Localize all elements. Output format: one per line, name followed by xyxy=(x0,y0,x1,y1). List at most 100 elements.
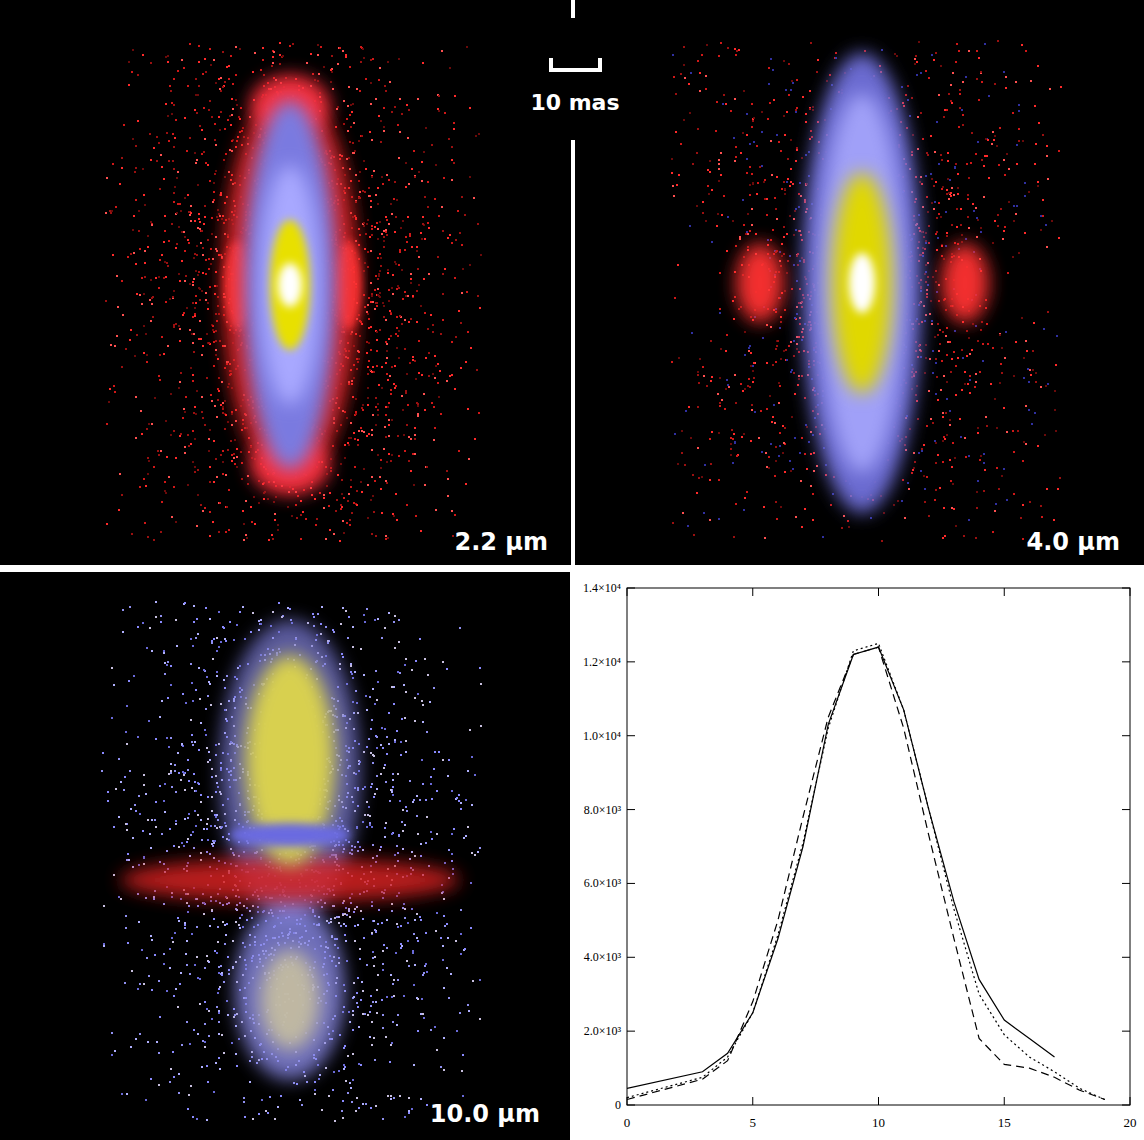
speckle xyxy=(184,446,186,448)
speckle xyxy=(222,402,224,404)
speckle xyxy=(320,46,322,48)
speckle xyxy=(402,409,404,411)
speckle xyxy=(425,127,427,129)
speckle xyxy=(201,411,203,413)
speckle xyxy=(461,244,463,246)
speckle xyxy=(143,194,145,196)
speckle xyxy=(421,238,423,240)
speckle xyxy=(227,119,229,121)
speckle xyxy=(344,411,346,413)
speckle xyxy=(401,323,403,325)
speckle xyxy=(355,174,357,176)
speckle xyxy=(467,331,469,333)
speckle xyxy=(245,500,247,502)
speckle xyxy=(279,54,281,56)
speckle xyxy=(214,123,216,125)
speckle xyxy=(368,327,370,329)
speckle xyxy=(395,216,397,218)
speckle xyxy=(455,336,457,338)
speckle xyxy=(144,522,146,524)
speckle xyxy=(208,258,210,260)
speckle xyxy=(422,62,424,64)
speckle xyxy=(371,476,373,478)
speckle xyxy=(194,406,196,408)
speckle xyxy=(432,324,434,326)
speckle xyxy=(407,137,409,139)
speckle xyxy=(184,250,186,252)
speckle xyxy=(183,67,185,69)
speckle xyxy=(371,293,373,295)
speckle xyxy=(350,126,352,128)
speckle xyxy=(341,493,343,495)
speckle xyxy=(399,131,401,133)
speckle xyxy=(330,467,332,469)
speckle xyxy=(343,497,345,499)
speckle xyxy=(240,107,242,109)
speckle xyxy=(153,147,155,149)
speckle xyxy=(216,285,218,287)
speckle xyxy=(451,146,453,148)
speckle xyxy=(198,218,200,220)
speckle xyxy=(366,341,368,343)
speckle xyxy=(208,450,210,452)
speckle xyxy=(198,338,200,340)
speckle xyxy=(177,171,179,173)
speckle xyxy=(350,104,352,106)
speckle xyxy=(217,358,219,360)
speckle xyxy=(372,366,374,368)
speckle xyxy=(418,256,420,258)
speckle xyxy=(414,434,416,436)
speckle xyxy=(195,270,197,272)
speckle xyxy=(196,159,198,161)
speckle xyxy=(428,352,430,354)
speckle xyxy=(337,106,339,108)
speckle xyxy=(161,166,163,168)
speckle xyxy=(158,287,160,289)
speckle xyxy=(125,348,127,350)
speckle xyxy=(208,268,210,270)
speckle xyxy=(237,136,239,138)
speckle xyxy=(359,191,361,193)
speckle xyxy=(235,74,237,76)
speckle xyxy=(372,301,374,303)
speckle xyxy=(119,473,121,475)
speckle xyxy=(311,494,313,496)
speckle xyxy=(300,538,302,540)
speckle xyxy=(217,219,219,221)
speckle xyxy=(184,236,186,238)
speckle xyxy=(150,320,152,322)
speckle xyxy=(205,292,207,294)
speckle xyxy=(421,161,423,163)
speckle xyxy=(224,81,226,83)
speckle xyxy=(346,158,348,160)
speckle xyxy=(205,299,207,301)
speckle xyxy=(310,53,312,55)
speckle xyxy=(175,247,177,249)
speckle xyxy=(405,236,407,238)
speckle xyxy=(213,481,215,483)
speckle xyxy=(477,223,479,225)
speckle xyxy=(115,206,117,208)
speckle xyxy=(383,448,385,450)
speckle xyxy=(173,168,175,170)
speckle xyxy=(348,157,350,159)
speckle xyxy=(473,197,475,199)
speckle xyxy=(195,413,197,415)
speckle xyxy=(373,170,375,172)
speckle xyxy=(380,141,382,143)
speckle xyxy=(273,51,275,53)
speckle xyxy=(381,512,383,514)
speckle xyxy=(356,490,358,492)
speckle xyxy=(377,187,379,189)
speckle xyxy=(194,307,196,309)
divider xyxy=(571,140,575,565)
speckle xyxy=(105,300,107,302)
speckle xyxy=(447,478,449,480)
speckle xyxy=(194,471,196,473)
speckle xyxy=(217,305,219,307)
speckle xyxy=(340,463,342,465)
speckle xyxy=(383,230,385,232)
speckle xyxy=(454,277,456,279)
speckle xyxy=(156,136,158,138)
speckle xyxy=(433,406,435,408)
